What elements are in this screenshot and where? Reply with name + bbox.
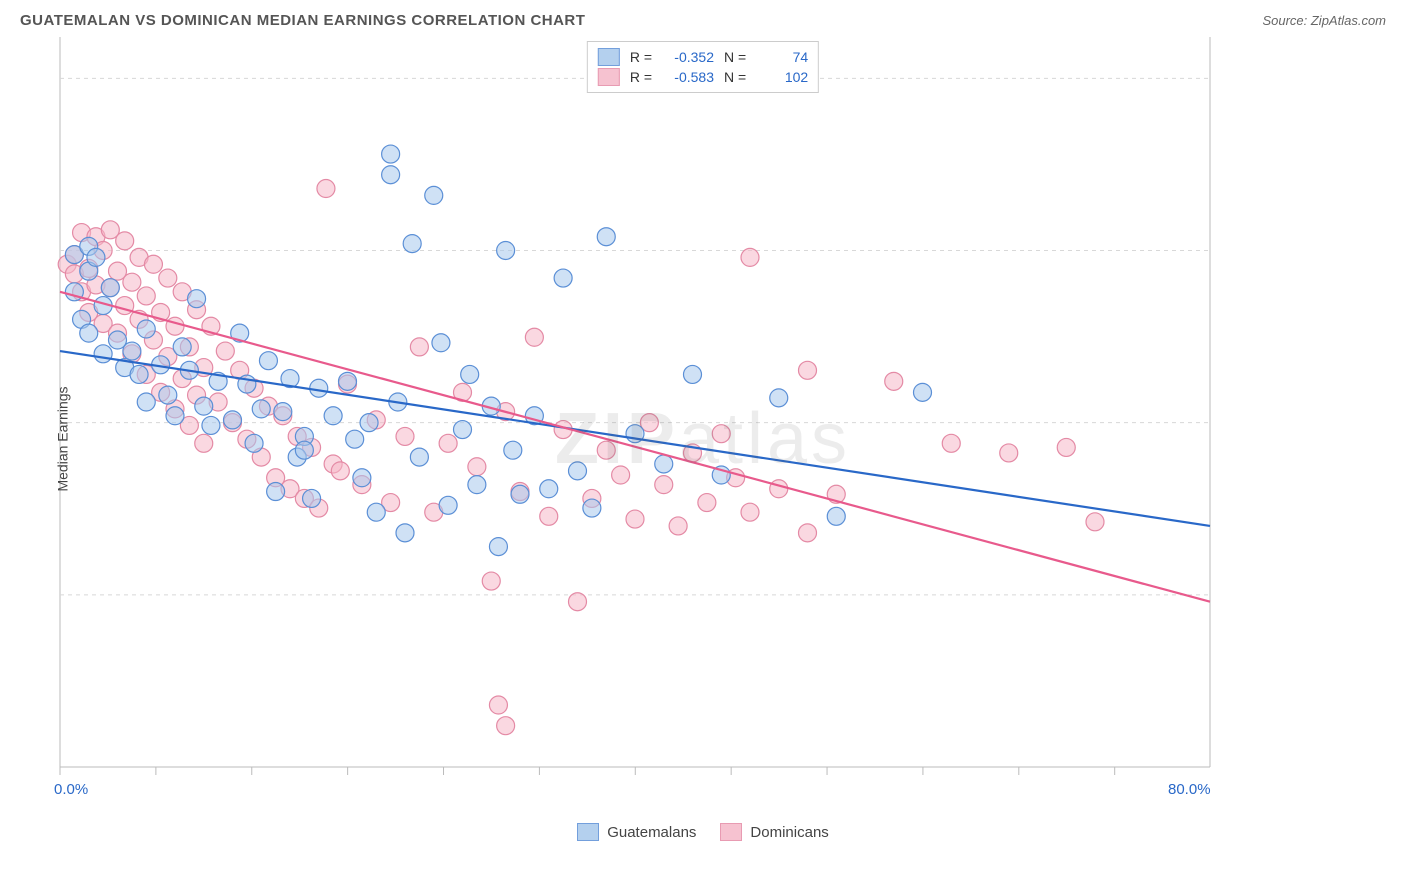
swatch-dominicans-icon bbox=[720, 823, 742, 841]
legend-label-dominicans: Dominicans bbox=[750, 824, 828, 841]
chart-container: Median Earnings ZIPatlas R = -0.352 N = … bbox=[20, 37, 1386, 841]
legend-label-guatemalans: Guatemalans bbox=[607, 824, 696, 841]
r-value-dominicans: -0.583 bbox=[662, 69, 714, 85]
legend-row-guatemalans: R = -0.352 N = 74 bbox=[598, 48, 808, 66]
legend-item-dominicans: Dominicans bbox=[720, 823, 828, 841]
series-legend: Guatemalans Dominicans bbox=[20, 823, 1386, 841]
swatch-dominicans bbox=[598, 68, 620, 86]
swatch-guatemalans-icon bbox=[577, 823, 599, 841]
chart-title: GUATEMALAN VS DOMINICAN MEDIAN EARNINGS … bbox=[20, 12, 585, 29]
legend-row-dominicans: R = -0.583 N = 102 bbox=[598, 68, 808, 86]
r-value-guatemalans: -0.352 bbox=[662, 49, 714, 65]
x-max-label: 80.0% bbox=[1168, 781, 1211, 798]
correlation-legend: R = -0.352 N = 74 R = -0.583 N = 102 bbox=[587, 41, 819, 93]
swatch-guatemalans bbox=[598, 48, 620, 66]
legend-item-guatemalans: Guatemalans bbox=[577, 823, 696, 841]
n-value-guatemalans: 74 bbox=[756, 49, 808, 65]
scatter-plot bbox=[20, 37, 1300, 817]
x-min-label: 0.0% bbox=[54, 781, 88, 798]
source-attribution: Source: ZipAtlas.com bbox=[1262, 13, 1386, 28]
chart-header: GUATEMALAN VS DOMINICAN MEDIAN EARNINGS … bbox=[0, 0, 1406, 37]
n-value-dominicans: 102 bbox=[756, 69, 808, 85]
y-axis-label: Median Earnings bbox=[55, 386, 71, 491]
